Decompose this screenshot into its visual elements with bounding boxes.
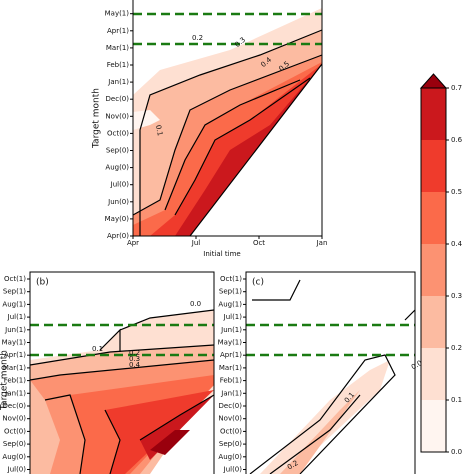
colorbar-swatch	[421, 140, 446, 192]
colorbar-swatch	[421, 296, 446, 348]
y-tick-label: Aug(0)	[218, 453, 242, 461]
contour-label: 0.4	[129, 361, 141, 369]
colorbar-tick-label: 0.3	[451, 292, 462, 300]
y-tick-label: Sep(0)	[106, 147, 129, 155]
colorbar-frame	[420, 87, 447, 453]
y-tick-label: Sep(0)	[219, 440, 242, 448]
y-tick-label: Apr(1)	[220, 351, 242, 359]
y-tick-label: Feb(1)	[4, 377, 27, 385]
y-tick-label: Aug(1)	[2, 300, 26, 308]
contour-label: 0.2	[129, 349, 140, 357]
y-tick-label: May(1)	[2, 339, 27, 347]
colorbar-tick-label: 0.6	[451, 136, 463, 144]
colorbar-swatch	[421, 88, 446, 140]
y-tick-label: Sep(1)	[219, 288, 242, 296]
panel-b-frame	[29, 271, 215, 474]
y-tick-label: Apr(0)	[107, 232, 129, 240]
y-tick-label: Mar(1)	[106, 44, 129, 52]
y-tick-label: Dec(0)	[219, 402, 243, 410]
y-tick-label: Oct(1)	[4, 275, 26, 283]
y-tick-label: Jun(0)	[107, 198, 129, 206]
colorbar-swatch	[421, 400, 446, 452]
y-tick-label: Dec(0)	[3, 402, 27, 410]
y-tick-label: Feb(1)	[220, 377, 243, 385]
y-tick-label: Apr(1)	[4, 351, 26, 359]
y-tick-label: Nov(0)	[218, 415, 242, 423]
contour-label: 0.0	[190, 300, 201, 308]
dashed-lines	[30, 12, 415, 357]
x-tick-label: Oct	[253, 239, 265, 247]
y-tick-label: Oct(1)	[220, 275, 242, 283]
colorbar-tick-label: 0.7	[451, 84, 462, 92]
x-axis-label: Initial time	[203, 250, 240, 258]
colorbar-extend	[419, 73, 448, 89]
y-tick-label: Nov(0)	[2, 415, 26, 423]
y-tick-label: May(1)	[218, 339, 243, 347]
contour-label: 0.1	[92, 345, 103, 353]
y-tick-label: Apr(1)	[107, 27, 129, 35]
y-tick-label: Jul(1)	[223, 313, 243, 321]
y-tick-label: Jan(1)	[4, 389, 26, 397]
y-tick-label: Mar(1)	[219, 364, 242, 372]
panel-label: (b)	[36, 278, 49, 288]
contour-label: 0.2	[192, 34, 203, 42]
y-tick-label: Sep(1)	[3, 288, 26, 296]
y-tick-label: Jan(1)	[220, 389, 242, 397]
y-tick-label: Jul(0)	[7, 466, 27, 474]
panel-b-fills	[29, 309, 215, 474]
x-tick-label: Jul	[191, 239, 201, 247]
x-tick-label: Jan	[316, 239, 328, 247]
y-tick-label: Oct(0)	[220, 427, 242, 435]
panel-c-frame	[245, 271, 416, 474]
y-tick-label: Mar(1)	[3, 364, 26, 372]
y-tick-label: Jun(1)	[4, 326, 26, 334]
panel-a-frame	[132, 0, 323, 237]
y-tick-label: Jan(1)	[107, 78, 129, 86]
y-tick-label: May(1)	[105, 10, 130, 18]
colorbar-tick-label: 0.2	[451, 344, 462, 352]
x-tick-label: Apr	[127, 239, 139, 247]
y-tick-label: Jun(1)	[107, 0, 129, 1]
y-axis-label: Target month	[0, 350, 10, 411]
colorbar-swatch	[421, 192, 446, 244]
y-tick-label: Aug(1)	[218, 300, 242, 308]
y-tick-label: Feb(1)	[107, 61, 130, 69]
y-tick-label: Oct(0)	[4, 427, 26, 435]
y-tick-label: Jul(1)	[7, 313, 27, 321]
panel-label: (c)	[252, 278, 264, 288]
colorbar-tick-label: 0.0	[451, 448, 462, 456]
y-tick-label: Oct(0)	[107, 129, 129, 137]
y-tick-label: Jul(0)	[223, 466, 243, 474]
y-axis-label: Target month	[92, 88, 102, 149]
colorbar-swatch	[421, 244, 446, 296]
contour-label: 0.3	[129, 355, 140, 363]
y-tick-label: Sep(0)	[3, 440, 26, 448]
panel-c-fills	[249, 279, 416, 474]
colorbar-swatch	[421, 348, 446, 400]
y-tick-label: Jun(1)	[220, 326, 242, 334]
colorbar-tick-label: 0.1	[451, 396, 462, 404]
y-tick-label: Aug(0)	[105, 164, 129, 172]
panel-a-fills	[132, 8, 323, 237]
y-tick-label: Dec(0)	[106, 95, 130, 103]
contour-label: 0.1	[154, 124, 164, 136]
y-tick-label: Aug(0)	[2, 453, 26, 461]
y-tick-label: May(0)	[105, 215, 130, 223]
y-tick-label: Jul(0)	[110, 181, 130, 189]
colorbar-tick-label: 0.5	[451, 188, 462, 196]
colorbar-tick-label: 0.4	[451, 240, 463, 248]
y-tick-label: Nov(0)	[105, 112, 129, 120]
